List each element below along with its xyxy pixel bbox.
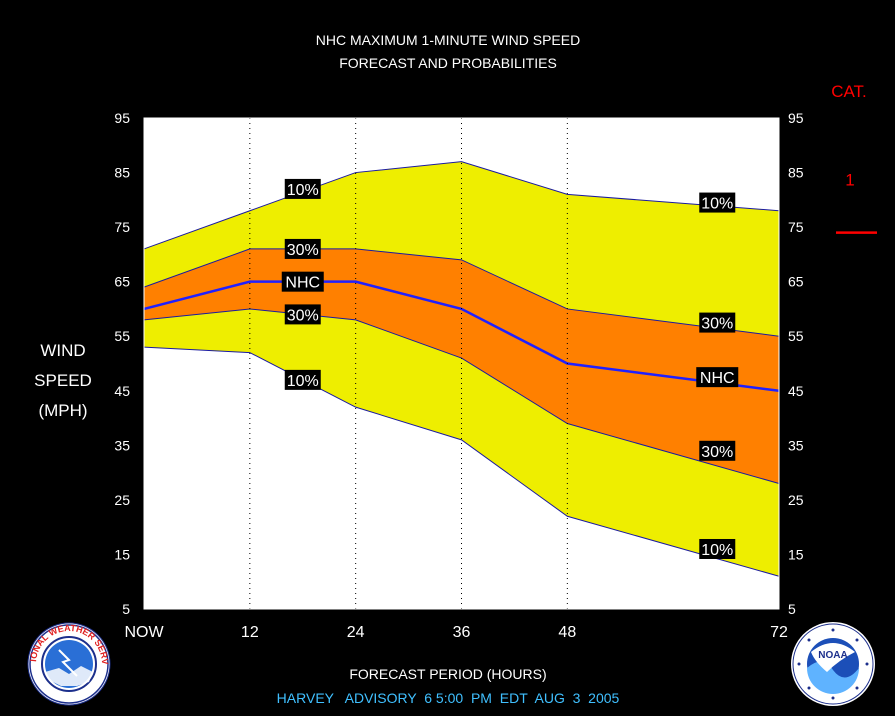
- series-label-30pct-8: 30%: [699, 440, 736, 461]
- y-tick-right-15: 15: [788, 546, 804, 562]
- series-label-text: 10%: [701, 542, 733, 559]
- y-tick-left-75: 75: [114, 219, 130, 235]
- noaa-logo-icon: NOAA: [791, 622, 875, 706]
- x-tick-12: 12: [241, 624, 259, 641]
- nws-logo-icon: NATIONAL WEATHER SERVICE: [27, 622, 111, 706]
- series-label-text: 30%: [287, 307, 319, 324]
- noaa-logo-text: NOAA: [818, 650, 847, 661]
- y-tick-left-55: 55: [114, 328, 130, 344]
- series-label-10pct-9: 10%: [699, 538, 736, 559]
- y-tick-left-45: 45: [114, 383, 130, 399]
- x-tick-24: 24: [347, 624, 365, 641]
- series-label-10pct-5: 10%: [699, 192, 736, 213]
- series-label-box: [699, 538, 736, 559]
- series-label-text: 30%: [287, 242, 319, 259]
- y-tick-right-65: 65: [788, 274, 804, 290]
- category-heading: CAT.: [831, 82, 867, 101]
- series-label-box: [281, 271, 324, 292]
- plot-frame: [143, 117, 780, 610]
- y-tick-left-25: 25: [114, 492, 130, 508]
- series-label-box: [284, 238, 321, 259]
- series-label-10pct-0: 10%: [284, 178, 321, 199]
- y-tick-right-75: 75: [788, 219, 804, 235]
- series-label-nhc-7: NHC: [696, 367, 739, 388]
- series-label-nhc-2: NHC: [281, 271, 324, 292]
- y-tick-left-85: 85: [114, 165, 130, 181]
- y-axis-label: WIND SPEED (MPH): [34, 341, 92, 420]
- category-scale: 1: [836, 171, 877, 234]
- series-30-upper-line: [143, 248, 780, 337]
- series-label-box: [284, 304, 321, 325]
- y-axis-label-line: WIND: [40, 341, 85, 360]
- x-tick-NOW: NOW: [124, 624, 164, 641]
- y-axis-label-line: (MPH): [38, 401, 87, 420]
- y-tick-left-5: 5: [122, 601, 130, 617]
- x-tick-36: 36: [453, 624, 471, 641]
- series-label-box: [699, 312, 736, 333]
- series-label-30pct-1: 30%: [284, 238, 321, 259]
- series-10-upper-line: [143, 161, 780, 250]
- y-tick-right-5: 5: [788, 601, 796, 617]
- y-axis-label-line: SPEED: [34, 371, 92, 390]
- y-tick-right-35: 35: [788, 437, 804, 453]
- series-label-text: 30%: [701, 444, 733, 461]
- x-tick-48: 48: [558, 624, 576, 641]
- series-label-box: [699, 192, 736, 213]
- y-tick-right-55: 55: [788, 328, 804, 344]
- series-label-box: [284, 369, 321, 390]
- x-tick-72: 72: [770, 624, 788, 641]
- series-30-lower-line: [143, 308, 780, 485]
- series-label-box: [696, 367, 739, 388]
- series-label-box: [699, 440, 736, 461]
- y-tick-right-25: 25: [788, 492, 804, 508]
- series-label-text: 10%: [287, 182, 319, 199]
- y-tick-right-45: 45: [788, 383, 804, 399]
- series-label-text: 10%: [287, 373, 319, 390]
- series-label-text: 10%: [701, 196, 733, 213]
- series-nhc-line: [143, 280, 780, 393]
- category-label-1: 1: [845, 171, 854, 190]
- chart-title-line2: FORECAST AND PROBABILITIES: [339, 55, 557, 71]
- y-tick-right-85: 85: [788, 165, 804, 181]
- series-label-text: 30%: [701, 316, 733, 333]
- advisory-footer: HARVEY ADVISORY 6 5:00 PM EDT AUG 3 2005: [277, 690, 620, 706]
- series-label-30pct-3: 30%: [284, 304, 321, 325]
- y-tick-left-95: 95: [114, 110, 130, 126]
- y-tick-right-95: 95: [788, 110, 804, 126]
- y-tick-left-65: 65: [114, 274, 130, 290]
- y-tick-left-35: 35: [114, 437, 130, 453]
- series-label-text: NHC: [700, 370, 735, 387]
- y-tick-left-15: 15: [114, 546, 130, 562]
- series-label-30pct-6: 30%: [699, 312, 736, 333]
- series-label-box: [284, 178, 321, 199]
- series-label-text: NHC: [285, 275, 320, 292]
- series-label-10pct-4: 10%: [284, 369, 321, 390]
- series-10-lower-line: [143, 346, 780, 577]
- x-axis-label: FORECAST PERIOD (HOURS): [349, 666, 546, 682]
- chart-title-line1: NHC MAXIMUM 1-MINUTE WIND SPEED: [316, 32, 580, 48]
